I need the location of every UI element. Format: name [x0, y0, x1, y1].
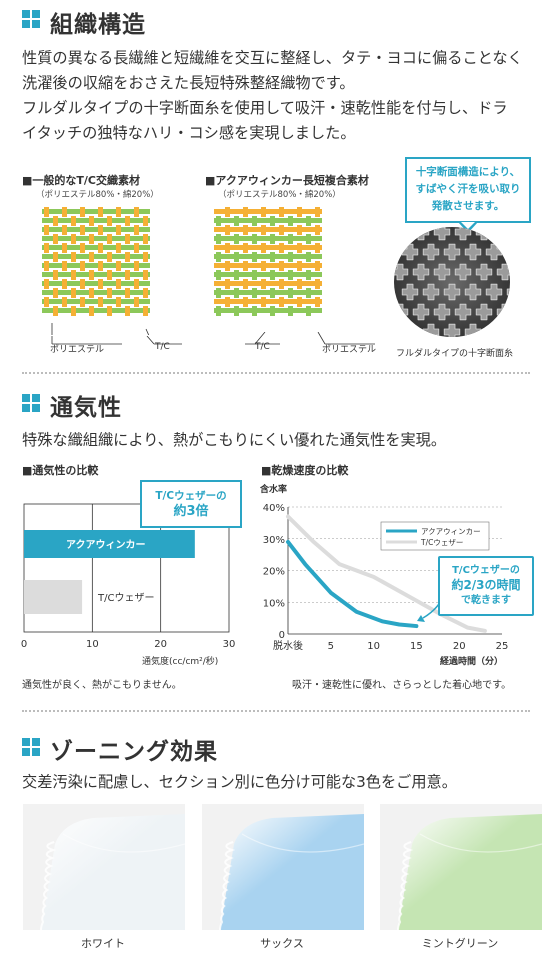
weave-diagram-general [42, 207, 150, 335]
bar-label-0: アクアウィンカー [66, 539, 146, 551]
aqua-label-tc: T/C [255, 342, 270, 352]
line-xtick: 25 [496, 641, 509, 652]
line-ytick: 0 [279, 630, 285, 641]
breath-callout-line-2: 約3倍 [173, 504, 209, 519]
general-label-poly: ポリエステル [50, 345, 105, 355]
line-ytick: 20% [263, 567, 285, 578]
section-divider [22, 710, 530, 712]
structure-line-1: 性質の異なる長繊維と短繊維を交互に整経し、タテ・ヨコに偏ることなく [22, 49, 523, 67]
section-square-icon [22, 10, 41, 29]
legend-label-0: アクアウィンカー [421, 527, 481, 536]
fabric-caption-sax: サックス [260, 937, 304, 950]
fabric-caption-mint: ミントグリーン [421, 937, 499, 950]
line-xtick: 脱水後 [273, 639, 303, 652]
line-ytick: 40% [263, 503, 285, 514]
fabric-swatch-2 [380, 804, 542, 930]
line-xtick: 15 [410, 641, 423, 652]
line-xtick: 20 [453, 641, 466, 652]
section-square-icon [22, 738, 41, 757]
structure-line-4: イタッチの独特なハリ・コシ感を実現しました。 [22, 124, 356, 142]
line-legend: アクアウィンカー T/Cウェザー [380, 521, 490, 551]
breath-callout-line-1: T/Cウェザーの [155, 490, 227, 502]
drying-callout-line-1: T/Cウェザーの [452, 565, 520, 576]
cross-section-callout: 十字断面構造により、 すばやく汗を吸い取り 発散させます。 [405, 157, 531, 223]
line-ytick: 10% [263, 598, 285, 609]
general-tc-heading: ■一般的なT/C交織素材 [22, 174, 140, 187]
bar-xtick: 30 [223, 639, 236, 650]
breathability-heading: ■通気性の比較 [22, 464, 99, 477]
bar-xtick: 10 [86, 639, 99, 650]
zoning-desc: 交差汚染に配慮し、セクション別に色分け可能な3色をご用意。 [22, 773, 457, 791]
weave-diagram-aqua [214, 207, 322, 316]
aqua-leader-lines [245, 332, 375, 345]
drying-callout-line-2: 約2/3の時間 [451, 578, 521, 592]
section-divider [22, 372, 530, 374]
aqua-label-poly: ポリエステル [322, 345, 377, 355]
bar-label-1: T/Cウェザー [97, 592, 154, 604]
bar-xlabel: 通気度(cc/cm²/秒) [142, 657, 219, 667]
structure-line-2: 洗濯後の収縮をおさえた長短特殊整経織物です。 [22, 74, 355, 92]
breathability-callout: T/Cウェザーの 約3倍 [140, 480, 242, 528]
drying-line-chart: 含水率 0 10% 20% 30% 40% 脱水後 5 10 15 20 25 経過時間（分） アクアウィ… [259, 483, 509, 667]
drying-callout-line-3: で乾きます [461, 595, 511, 606]
aqua-note: （ポリエステル80%・綿20%） [218, 190, 341, 200]
bar-1 [24, 580, 83, 614]
line-xlabel: 経過時間（分） [440, 655, 503, 667]
bar-0 [24, 530, 195, 558]
drying-callout: T/Cウェザーの 約2/3の時間 で乾きます [438, 556, 534, 616]
cross-section-caption: フルダルタイプの十字断面糸 [396, 349, 514, 359]
bar-plot-frame [23, 503, 230, 633]
breathability-desc: 特殊な織組織により、熱がこもりにくい優れた通気性を実現。 [22, 431, 447, 449]
line-ylabel: 含水率 [259, 483, 287, 495]
line-xtick: 5 [328, 641, 334, 652]
series-line-1 [286, 514, 487, 633]
bar-xtick: 0 [21, 639, 27, 650]
breathability-footnote: 通気性が良く、熱がこもりません。 [22, 680, 182, 691]
breathability-bar-chart: アクアウィンカー T/Cウェザー 0 10 20 30 [21, 503, 236, 650]
cross-section-photo [394, 227, 510, 337]
callout-pointer [458, 222, 478, 233]
callout-line-3: 発散させます。 [431, 200, 505, 212]
callout-line-1: 十字断面構造により、 [415, 166, 521, 178]
drying-heading: ■乾燥速度の比較 [261, 464, 349, 477]
line-xtick: 10 [367, 641, 380, 652]
section-title-structure: 組織構造 [50, 12, 146, 38]
section-square-icon [22, 394, 41, 413]
series-line-0 [286, 539, 419, 629]
fabric-swatch-1 [202, 804, 364, 930]
fabric-swatch-0 [23, 804, 185, 930]
bar-xtick: 20 [154, 639, 167, 650]
structure-line-3: フルダルタイプの十字断面糸を使用して吸汗・速乾性能を付与し、ドラ [22, 99, 508, 117]
section-title-zoning: ゾーニング効果 [50, 739, 218, 765]
aqua-heading: ■アクアウィンカー長短複合素材 [205, 174, 369, 187]
section-title-breathability: 通気性 [50, 395, 122, 421]
callout-line-2: すばやく汗を吸い取り [415, 183, 521, 195]
general-leader-lines [51, 336, 182, 345]
drying-footnote: 吸汗・速乾性に優れ、さらっとした着心地です。 [292, 680, 512, 691]
general-label-tc: T/C [155, 342, 170, 352]
line-ytick: 30% [263, 535, 285, 546]
legend-label-1: T/Cウェザー [420, 538, 463, 547]
fabric-caption-white: ホワイト [81, 937, 125, 950]
general-tc-note: （ポリエステル80%・綿20%） [36, 190, 159, 200]
